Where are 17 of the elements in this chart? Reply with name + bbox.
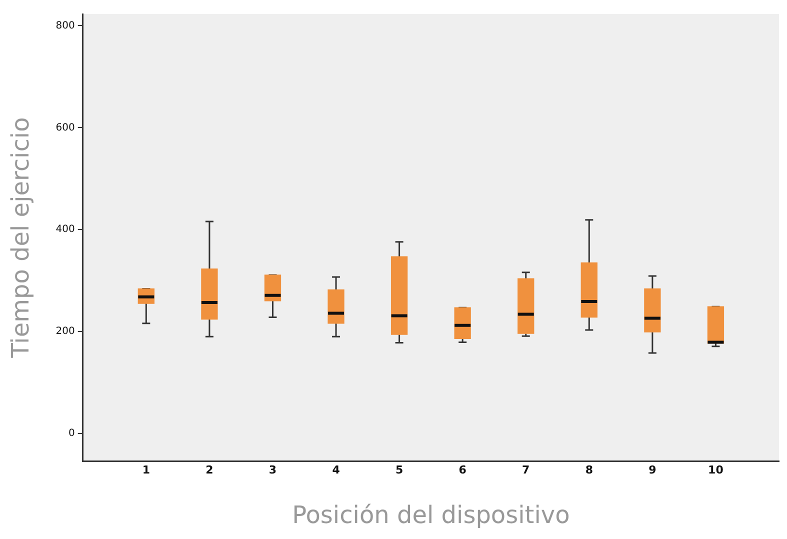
- x-axis-title: Posición del dispositivo: [292, 500, 570, 529]
- y-axis-title: Tiempo del ejercicio: [6, 117, 35, 359]
- x-tick-label: 5: [395, 463, 404, 476]
- x-tick-label: 3: [268, 463, 277, 476]
- y-tick-label: 0: [68, 428, 75, 440]
- y-tick-label: 600: [56, 122, 75, 134]
- x-tick-label: 10: [708, 463, 724, 476]
- x-tick-label: 1: [142, 463, 150, 476]
- x-tick-label: 9: [648, 463, 656, 476]
- y-tick-label: 200: [56, 326, 75, 338]
- x-tick-label: 8: [585, 463, 593, 476]
- y-tick-label: 800: [56, 20, 75, 32]
- x-tick-label: 7: [522, 463, 530, 476]
- x-tick-label: 6: [458, 463, 467, 476]
- x-tick-label: 4: [332, 463, 340, 476]
- x-tick-label: 2: [206, 463, 214, 476]
- y-tick-label: 400: [56, 224, 75, 236]
